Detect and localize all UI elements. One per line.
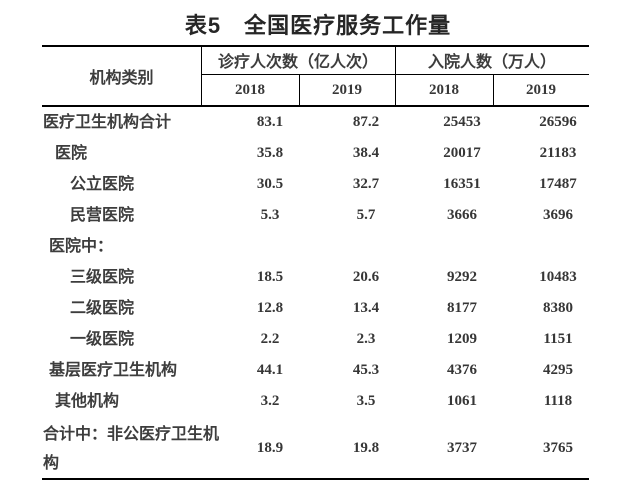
cell-inpatient-2018: 20017: [443, 145, 481, 161]
cell-inpatient-2019: 8380: [543, 300, 573, 316]
table-row: 其他机构 3.2 3.5 1061 1118: [42, 386, 589, 417]
cell-outpatient-2019: 20.6: [352, 269, 380, 285]
table-row: 二级医院 12.8 13.4 8177 8380: [42, 293, 589, 324]
table-row: 合计中：非公医疗卫生机构 18.9 19.8 3737 3765: [42, 417, 589, 480]
table-row: 医院 35.8 38.4 20017 21183: [42, 138, 589, 169]
header-bottom-border: [42, 105, 589, 107]
row-label: 民营医院: [70, 207, 135, 224]
cell-outpatient-2018: 5.3: [260, 207, 280, 223]
row-label: 合计中：非公医疗卫生机构: [43, 425, 220, 472]
medical-service-workload-table: 机构类别 诊疗人次数（亿人次） 入院人数（万人） 2018 2019 2018 …: [42, 45, 589, 480]
cell-outpatient-2019: 32.7: [352, 176, 380, 192]
header-outpatient-2019: 2019: [332, 82, 362, 98]
cell-outpatient-2018: 44.1: [256, 362, 284, 378]
header-divider-1: [201, 45, 202, 107]
row-label: 医院中：: [49, 238, 114, 255]
row-label: 基层医疗卫生机构: [49, 362, 178, 379]
table-title: 表5 全国医疗服务工作量: [184, 13, 452, 38]
cell-outpatient-2019: 2.3: [356, 331, 376, 347]
header-inpatient-admissions: 入院人数（万人）: [427, 53, 556, 71]
row-label: 其他机构: [55, 393, 120, 410]
header-divider-3: [395, 45, 396, 107]
header-category: 机构类别: [89, 70, 154, 87]
cell-outpatient-2018: 30.5: [256, 176, 284, 192]
cell-outpatient-2018: 18.9: [256, 440, 284, 456]
row-label: 公立医院: [70, 176, 135, 193]
cell-outpatient-2019: 13.4: [352, 300, 380, 316]
row-label: 医院: [55, 145, 88, 162]
header-divider-2: [299, 74, 300, 107]
cell-outpatient-2018: 35.8: [256, 145, 284, 161]
table-row: 医疗卫生机构合计 83.1 87.2 25453 26596: [42, 107, 589, 138]
row-label: 二级医院: [70, 300, 135, 317]
cell-inpatient-2018: 9292: [447, 269, 477, 285]
table-row: 三级医院 18.5 20.6 9292 10483: [42, 262, 589, 293]
table-row: 基层医疗卫生机构 44.1 45.3 4376 4295: [42, 355, 589, 386]
cell-outpatient-2018: 83.1: [256, 114, 284, 130]
cell-inpatient-2019: 1151: [543, 331, 573, 347]
cell-inpatient-2019: 1118: [543, 393, 573, 409]
cell-inpatient-2019: 17487: [539, 176, 577, 192]
table-bottom-border: [42, 478, 589, 480]
header-outpatient-2018: 2018: [235, 82, 265, 98]
header-divider-4: [493, 74, 494, 107]
cell-inpatient-2018: 4376: [447, 362, 477, 378]
table-header: 机构类别 诊疗人次数（亿人次） 入院人数（万人） 2018 2019 2018 …: [42, 45, 589, 107]
cell-inpatient-2018: 25453: [443, 114, 481, 130]
cell-outpatient-2018: 3.2: [260, 393, 280, 409]
cell-outpatient-2019: 38.4: [352, 145, 380, 161]
header-outpatient-visits: 诊疗人次数（亿人次）: [217, 53, 378, 71]
table-row: 医院中：: [42, 231, 589, 262]
cell-inpatient-2019: 10483: [539, 269, 577, 285]
cell-outpatient-2018: 2.2: [260, 331, 280, 347]
cell-inpatient-2019: 4295: [543, 362, 573, 378]
row-label: 医疗卫生机构合计: [43, 114, 172, 131]
cell-outpatient-2019: 45.3: [352, 362, 380, 378]
cell-inpatient-2019: 21183: [539, 145, 577, 161]
cell-outpatient-2019: 19.8: [352, 440, 380, 456]
cell-inpatient-2018: 8177: [447, 300, 477, 316]
row-label: 一级医院: [70, 331, 135, 348]
cell-inpatient-2018: 1209: [447, 331, 477, 347]
table-row: 一级医院 2.2 2.3 1209 1151: [42, 324, 589, 355]
cell-outpatient-2018: 18.5: [256, 269, 284, 285]
cell-outpatient-2019: 3.5: [356, 393, 376, 409]
header-inpatient-2018: 2018: [429, 82, 459, 98]
table-body: 医疗卫生机构合计 83.1 87.2 25453 26596 医院 35.8 3…: [42, 107, 589, 480]
table-top-border: [42, 45, 589, 47]
cell-inpatient-2019: 3765: [543, 440, 573, 456]
cell-inpatient-2018: 3737: [447, 440, 477, 456]
cell-inpatient-2019: 3696: [543, 207, 573, 223]
cell-outpatient-2018: 12.8: [256, 300, 284, 316]
table-row: 公立医院 30.5 32.7 16351 17487: [42, 169, 589, 200]
header-inpatient-2019: 2019: [526, 82, 556, 98]
cell-inpatient-2019: 26596: [539, 114, 577, 130]
row-label: 三级医院: [70, 269, 135, 286]
cell-outpatient-2019: 5.7: [356, 207, 376, 223]
cell-inpatient-2018: 16351: [443, 176, 481, 192]
cell-inpatient-2018: 3666: [447, 207, 477, 223]
table-row: 民营医院 5.3 5.7 3666 3696: [42, 200, 589, 231]
cell-inpatient-2018: 1061: [447, 393, 477, 409]
cell-outpatient-2019: 87.2: [352, 114, 380, 130]
